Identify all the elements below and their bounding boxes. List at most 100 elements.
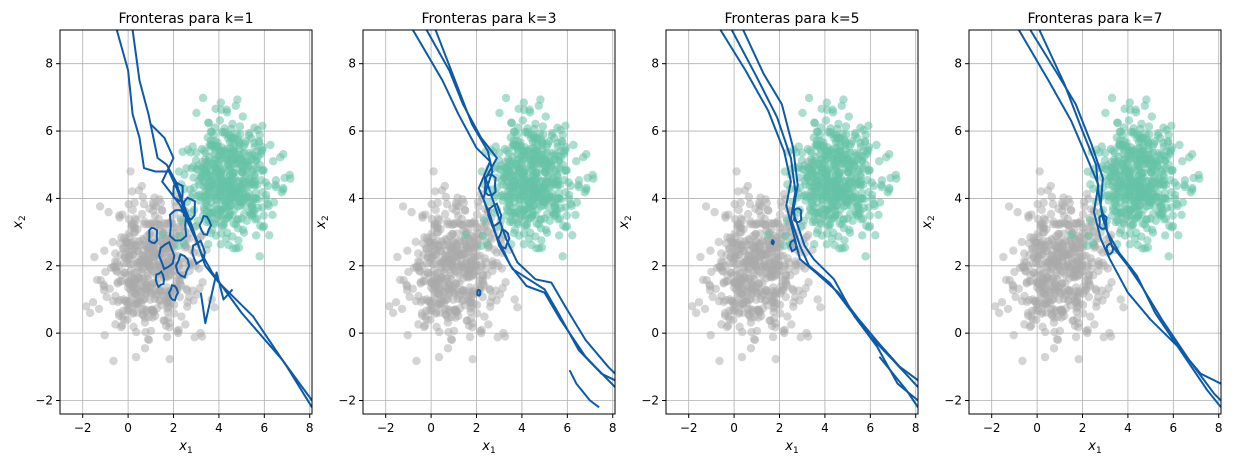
- point-class-1: [553, 215, 563, 224]
- point-class-0: [120, 252, 129, 261]
- x-tick-label: −2: [377, 421, 395, 435]
- point-class-1: [1167, 203, 1176, 212]
- point-class-0: [1046, 287, 1055, 297]
- point-class-0: [143, 335, 153, 344]
- point-class-0: [1071, 332, 1081, 342]
- point-class-0: [425, 305, 434, 315]
- point-class-1: [846, 178, 855, 187]
- point-class-1: [844, 112, 854, 121]
- point-class-0: [137, 287, 146, 297]
- point-class-0: [736, 220, 745, 229]
- point-class-1: [561, 145, 570, 155]
- point-class-0: [724, 312, 733, 321]
- point-class-1: [253, 125, 262, 135]
- point-class-1: [806, 206, 815, 215]
- point-class-1: [258, 203, 267, 212]
- point-class-1: [550, 201, 560, 210]
- point-class-1: [257, 175, 266, 185]
- point-class-1: [1102, 165, 1112, 175]
- point-class-0: [1013, 207, 1022, 217]
- point-class-0: [997, 298, 1007, 307]
- point-class-0: [1096, 245, 1105, 255]
- point-class-0: [432, 322, 441, 332]
- point-class-0: [443, 220, 452, 229]
- point-class-1: [1123, 205, 1132, 215]
- point-class-1: [216, 229, 226, 238]
- y-tick-label: 2: [348, 259, 356, 273]
- decision-boundary-island: [793, 207, 803, 223]
- point-class-0: [1070, 291, 1080, 300]
- point-class-0: [163, 307, 172, 316]
- point-class-1: [216, 98, 225, 107]
- point-class-1: [1121, 193, 1130, 203]
- y-tick-label: 2: [651, 259, 659, 273]
- point-class-1: [524, 214, 533, 224]
- point-class-1: [810, 118, 819, 127]
- point-class-1: [827, 214, 836, 224]
- point-class-1: [839, 215, 849, 224]
- point-class-0: [816, 303, 825, 312]
- point-class-1: [204, 188, 214, 198]
- point-class-1: [234, 154, 243, 163]
- point-class-1: [798, 108, 807, 118]
- point-class-1: [1159, 172, 1168, 181]
- point-class-0: [1060, 291, 1069, 300]
- point-class-0: [743, 181, 752, 191]
- point-class-1: [228, 119, 237, 128]
- point-class-0: [1097, 286, 1106, 295]
- point-class-1: [1124, 146, 1134, 156]
- point-class-1: [1142, 95, 1151, 104]
- point-class-1: [1143, 236, 1152, 245]
- point-class-0: [155, 195, 164, 204]
- point-class-1: [240, 178, 249, 187]
- point-class-1: [522, 221, 531, 230]
- point-class-0: [138, 255, 147, 264]
- point-class-1: [197, 173, 206, 183]
- point-class-1: [555, 156, 564, 165]
- point-class-1: [478, 231, 488, 240]
- point-class-0: [1017, 296, 1027, 306]
- point-class-0: [169, 300, 179, 310]
- point-class-0: [769, 307, 778, 316]
- point-class-0: [728, 238, 737, 247]
- point-class-1: [244, 161, 253, 170]
- point-class-0: [734, 205, 743, 215]
- point-class-1: [1113, 188, 1123, 198]
- decision-boundary-island: [198, 214, 213, 236]
- point-class-0: [764, 206, 773, 215]
- point-class-1: [539, 130, 548, 139]
- point-class-0: [1048, 199, 1058, 209]
- point-class-1: [176, 216, 186, 225]
- point-class-0: [434, 352, 444, 362]
- y-tick-label: 0: [348, 326, 356, 340]
- point-class-0: [458, 195, 467, 204]
- point-class-0: [448, 229, 457, 239]
- point-class-0: [1024, 239, 1034, 248]
- point-class-0: [1054, 261, 1063, 271]
- point-class-1: [479, 216, 489, 225]
- point-class-1: [1109, 206, 1118, 215]
- point-class-0: [429, 167, 438, 176]
- point-class-0: [408, 284, 417, 293]
- point-class-0: [1036, 187, 1046, 196]
- point-class-0: [164, 272, 173, 281]
- point-class-0: [90, 252, 99, 262]
- point-class-0: [1047, 192, 1057, 202]
- point-class-0: [775, 300, 785, 310]
- point-class-1: [1174, 231, 1183, 240]
- axes-frame: [362, 29, 616, 415]
- plot-area: [990, 30, 1221, 408]
- point-class-0: [446, 244, 456, 253]
- point-class-0: [447, 312, 456, 322]
- point-class-0: [747, 327, 756, 337]
- point-class-1: [507, 118, 516, 127]
- point-class-0: [796, 333, 805, 342]
- point-class-1: [204, 159, 213, 168]
- point-class-1: [240, 209, 249, 219]
- point-class-1: [1147, 168, 1156, 177]
- point-class-0: [802, 328, 811, 338]
- point-class-1: [1162, 125, 1171, 135]
- point-class-0: [165, 354, 174, 364]
- point-class-0: [106, 263, 116, 272]
